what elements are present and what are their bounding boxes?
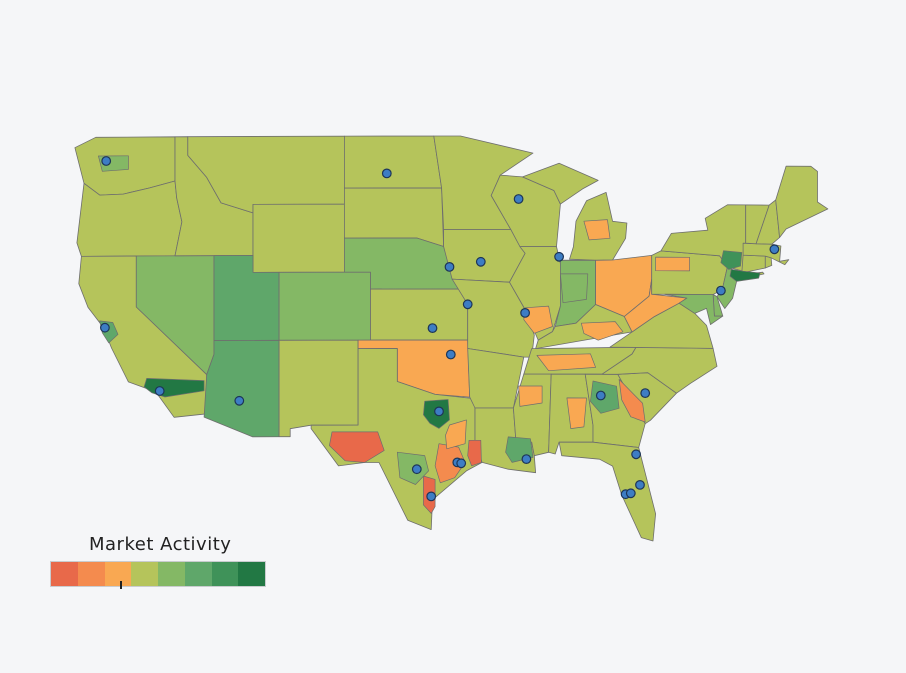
region-michigan-counties[interactable] [583, 219, 611, 241]
city-marker-tulsa[interactable] [445, 349, 456, 360]
state-miu[interactable] [522, 162, 599, 205]
region-north-jersey-counties[interactable] [720, 250, 743, 270]
state-md[interactable] [664, 293, 724, 325]
city-marker-bismarck[interactable] [381, 168, 392, 179]
legend-current-marker [119, 581, 122, 589]
state-wy[interactable] [252, 203, 345, 273]
city-marker-corpus-christi[interactable] [426, 491, 437, 502]
city-marker-new-orleans[interactable] [521, 454, 532, 465]
city-marker-des-moines[interactable] [475, 256, 486, 267]
city-marker-wichita[interactable] [427, 323, 438, 334]
state-az[interactable] [203, 339, 280, 438]
region-houston-gulf-counties[interactable] [434, 443, 466, 484]
legend-swatch-1 [51, 562, 78, 586]
city-marker-los-angeles[interactable] [154, 386, 165, 396]
legend-color-scale [51, 562, 265, 586]
state-co[interactable] [278, 271, 371, 341]
region-east-texas-counties[interactable] [445, 419, 467, 450]
region-savannah-counties[interactable] [618, 379, 646, 423]
city-marker-atlanta[interactable] [595, 390, 606, 401]
legend-swatch-6 [184, 562, 212, 586]
state-tx[interactable] [310, 348, 483, 530]
city-marker-minneapolis-st-cloud[interactable] [513, 194, 524, 204]
region-pennsylvania-counties[interactable] [655, 256, 690, 272]
state-nm[interactable] [278, 339, 359, 438]
city-marker-boston[interactable] [769, 244, 780, 255]
region-beaumont-counties[interactable] [467, 439, 482, 467]
state-or[interactable] [76, 180, 183, 257]
legend-swatch-7 [211, 562, 239, 586]
city-marker-columbia[interactable] [640, 388, 651, 399]
city-marker-houston-east[interactable] [456, 458, 467, 469]
city-marker-chicago[interactable] [554, 251, 564, 262]
city-marker-philadelphia[interactable] [716, 285, 726, 296]
states-layer [74, 135, 829, 542]
legend-swatch-4 [131, 562, 158, 586]
region-southern-illinois-counties[interactable] [523, 305, 553, 334]
markers-layer [99, 156, 780, 502]
region-west-texas-counties[interactable] [329, 431, 385, 463]
legend-swatch-5 [158, 562, 185, 586]
state-ks[interactable] [370, 288, 469, 341]
state-nd[interactable] [344, 135, 442, 189]
city-marker-tampa-bay[interactable] [625, 488, 636, 499]
city-marker-san-francisco[interactable] [99, 322, 110, 333]
city-marker-kansas-city[interactable] [462, 299, 473, 310]
state-nc[interactable] [601, 346, 718, 394]
region-kentucky-counties[interactable] [580, 321, 624, 341]
region-new-york-counties[interactable] [729, 269, 761, 282]
legend-swatch-8 [238, 562, 265, 586]
state-me[interactable] [775, 165, 829, 238]
state-fl[interactable] [558, 441, 656, 542]
city-marker-orlando[interactable] [635, 480, 645, 490]
city-marker-san-antonio[interactable] [411, 464, 422, 475]
state-ar[interactable] [467, 348, 525, 409]
legend-swatch-3 [104, 562, 132, 586]
city-marker-phoenix[interactable] [234, 395, 245, 406]
city-marker-seattle[interactable] [101, 156, 112, 166]
city-marker-omaha[interactable] [444, 262, 455, 272]
region-indiana-counties[interactable] [560, 273, 589, 304]
legend-swatch-2 [77, 562, 105, 586]
region-mississippi-counties[interactable] [518, 385, 543, 407]
region-alabama-counties[interactable] [566, 397, 587, 429]
city-marker-st-louis[interactable] [520, 308, 530, 318]
city-marker-jacksonville[interactable] [631, 449, 641, 460]
region-tennessee-counties[interactable] [536, 353, 596, 372]
city-marker-dallas[interactable] [434, 406, 444, 417]
legend-title: Market Activity [89, 534, 232, 555]
state-ia[interactable] [443, 229, 526, 283]
state-ct[interactable] [741, 254, 766, 274]
